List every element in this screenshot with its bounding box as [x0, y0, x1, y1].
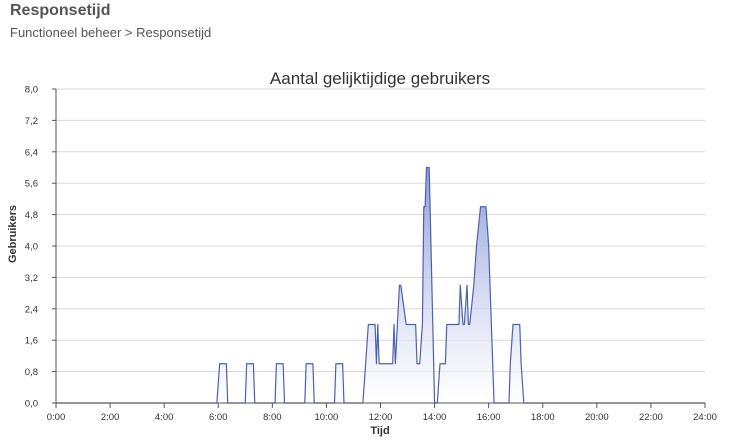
y-tick-label: 8,0 [25, 85, 38, 96]
x-axis-label: Tijd [370, 425, 389, 437]
y-tick-label: 2,4 [25, 304, 38, 315]
chart-container: 0,0 0,8 1,6 2,4 3,2 4,0 4,8 5,6 6,4 7,2 8,0 0:00 2:0… [0, 60, 730, 439]
series-area [56, 166, 705, 404]
breadcrumb: Functioneel beheer > Responsetijd [10, 25, 212, 40]
x-tick-label: 8:00 [263, 412, 282, 423]
x-tick-label: 22:00 [639, 412, 663, 423]
page-title: Responsetijd [10, 2, 111, 19]
y-tick-label: 7,2 [25, 116, 38, 127]
grid-lines [56, 88, 705, 373]
x-tick-label: 6:00 [209, 412, 228, 423]
axes: 0,0 0,8 1,6 2,4 3,2 4,0 4,8 5,6 6,4 7,2 8,0 0:00 2:0… [25, 85, 717, 424]
y-axis-label: Gebruikers [7, 205, 19, 263]
y-tick-label: 4,0 [25, 242, 38, 253]
x-tick-label: 14:00 [423, 412, 447, 423]
users-area-chart: 0,0 0,8 1,6 2,4 3,2 4,0 4,8 5,6 6,4 7,2 8,0 0:00 2:0… [7, 69, 717, 437]
x-tick-label: 24:00 [693, 412, 717, 423]
y-tick-label: 0,0 [25, 399, 38, 410]
y-tick-label: 3,2 [25, 273, 38, 284]
x-tick-label: 2:00 [101, 412, 120, 423]
x-tick-label: 4:00 [155, 412, 174, 423]
y-tick-label: 0,8 [25, 367, 38, 378]
series-area-fill [56, 167, 705, 403]
x-tick-label: 10:00 [315, 412, 339, 423]
chart-title: Aantal gelijktijdige gebruikers [270, 69, 490, 88]
y-tick-label: 6,4 [25, 147, 38, 158]
y-tick-label: 5,6 [25, 179, 38, 190]
x-tick-label: 18:00 [531, 412, 555, 423]
x-tick-label: 16:00 [477, 412, 501, 423]
x-tick-label: 0:00 [47, 412, 66, 423]
x-tick-label: 12:00 [369, 412, 393, 423]
y-tick-label: 1,6 [25, 336, 38, 347]
y-tick-label: 4,8 [25, 210, 38, 221]
x-tick-label: 20:00 [585, 412, 609, 423]
